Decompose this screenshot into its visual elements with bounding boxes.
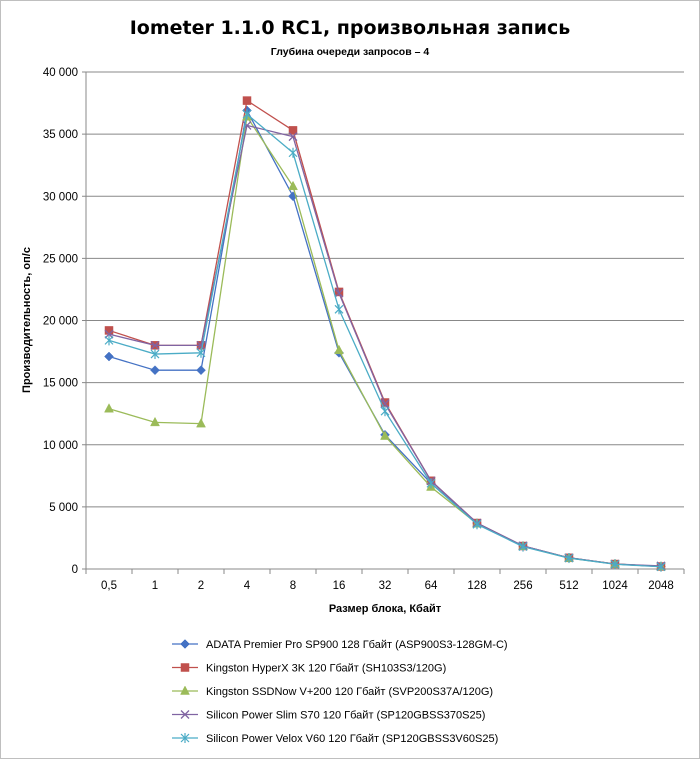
- data-point: [150, 349, 160, 360]
- y-tick-label: 15 000: [43, 378, 78, 390]
- data-point: [196, 347, 206, 358]
- data-point: [150, 416, 160, 427]
- data-point: [426, 478, 436, 489]
- x-tick-label: 128: [467, 580, 486, 592]
- data-point-stroke: [104, 329, 114, 339]
- data-point: [380, 430, 390, 440]
- data-point: [196, 340, 206, 350]
- axes: [82, 71, 685, 574]
- data-point: [472, 519, 482, 530]
- data-point-stroke: [334, 288, 344, 298]
- x-tick-label: 4: [244, 580, 251, 592]
- data-point: [288, 126, 298, 135]
- y-tick-label: 35 000: [43, 129, 78, 141]
- data-point: [180, 685, 190, 695]
- x-axis-title: Размер блока, Кбайт: [329, 603, 442, 615]
- data-point: [242, 109, 252, 120]
- data-point: [380, 406, 390, 417]
- legend-label: Kingston SSDNow V+200 120 Гбайт (SVP200S…: [206, 686, 493, 698]
- x-tick-label: 1024: [602, 580, 628, 592]
- x-tick-labels: 0,5 1 2 4 8 16 32 64 128 256 512 1024 2048: [101, 580, 674, 592]
- y-tick-label: 30 000: [43, 191, 78, 203]
- x-tick-label: 64: [425, 580, 438, 592]
- series: [104, 109, 666, 572]
- data-point: [334, 304, 344, 315]
- data-point: [180, 639, 190, 649]
- data-point: [334, 288, 344, 298]
- x-tick-label: 2048: [648, 580, 674, 592]
- data-point: [288, 132, 298, 142]
- data-point: [104, 335, 114, 346]
- data-point: [288, 180, 298, 191]
- y-tick-label: 20 000: [43, 316, 78, 328]
- legend-item: ADATA Premier Pro SP900 128 Гбайт (ASP90…: [172, 639, 508, 651]
- x-tick-label: 0,5: [101, 580, 117, 592]
- legend-item: Silicon Power Velox V60 120 Гбайт (SP120…: [172, 733, 498, 745]
- data-point-stroke: [180, 710, 190, 719]
- data-point: [196, 365, 206, 376]
- data-point: [334, 344, 344, 355]
- data-point: [104, 403, 114, 413]
- x-tick-label: 2: [198, 580, 204, 592]
- legend-label: Kingston HyperX 3K 120 Гбайт (SH103S3/12…: [206, 663, 446, 675]
- x-tick-label: 512: [559, 580, 578, 592]
- x-tick-label: 32: [379, 580, 392, 592]
- legend: ADATA Premier Pro SP900 128 Гбайт (ASP90…: [172, 639, 508, 745]
- legend-item: Kingston HyperX 3K 120 Гбайт (SH103S3/12…: [172, 663, 446, 675]
- data-point: [104, 329, 114, 339]
- data-point-stroke: [288, 132, 298, 142]
- data-point: [656, 561, 666, 572]
- gridlines: [86, 71, 684, 508]
- data-point: [196, 418, 206, 428]
- series-lines: [104, 96, 666, 572]
- legend-label: Silicon Power Velox V60 120 Гбайт (SP120…: [206, 733, 498, 745]
- y-tick-label: 10 000: [43, 440, 78, 452]
- data-point: [150, 340, 160, 350]
- data-point: [180, 663, 190, 672]
- x-tick-label: 8: [290, 580, 296, 592]
- data-point: [104, 326, 114, 335]
- data-point: [180, 710, 190, 719]
- legend-item: Kingston SSDNow V+200 120 Гбайт (SVP200S…: [172, 685, 493, 698]
- x-tick-label: 1: [152, 580, 158, 592]
- data-point: [150, 365, 160, 376]
- legend-item: Silicon Power Slim S70 120 Гбайт (SP120G…: [172, 710, 485, 722]
- data-point: [564, 553, 574, 564]
- y-tick-label: 5 000: [49, 502, 78, 514]
- chart-subtitle: Глубина очереди запросов – 4: [271, 46, 430, 58]
- y-axis-title: Производительность, оп/с: [21, 247, 33, 393]
- legend-label: ADATA Premier Pro SP900 128 Гбайт (ASP90…: [206, 639, 508, 651]
- data-point: [518, 541, 528, 552]
- data-point: [610, 559, 620, 570]
- x-tick-label: 16: [333, 580, 346, 592]
- y-tick-label: 0: [72, 564, 78, 576]
- chart-title: Iometer 1.1.0 RC1, произвольная запись: [130, 17, 571, 39]
- x-tick-label: 256: [513, 580, 532, 592]
- y-tick-label: 40 000: [43, 67, 78, 79]
- data-point: [104, 351, 114, 362]
- data-point: [180, 733, 190, 743]
- y-tick-labels: 0 5 000 10 000 15 000 20 000 25 000 30 000 35 0…: [43, 67, 78, 576]
- data-point-stroke: [150, 340, 160, 350]
- legend-label: Silicon Power Slim S70 120 Гбайт (SP120G…: [206, 710, 485, 722]
- data-point: [242, 96, 252, 105]
- data-point-stroke: [196, 340, 206, 350]
- y-tick-label: 25 000: [43, 253, 78, 265]
- data-point: [288, 147, 298, 158]
